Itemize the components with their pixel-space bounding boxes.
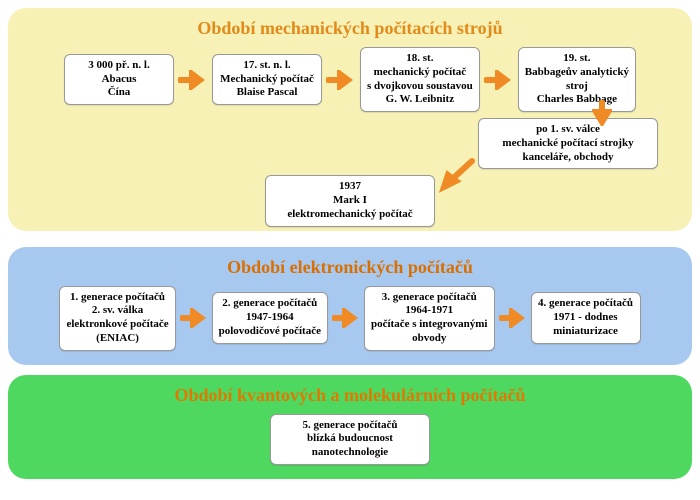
era-electronic-title: Období elektronických počítačů [22,257,678,278]
arrow-right-icon [178,70,208,90]
node-babbage: 19. st.Babbageův analytickýstrojCharles … [518,47,636,112]
node-gen4: 4. generace počítačů1971 - dodnesminiatu… [531,292,641,343]
era-electronic: Období elektronických počítačů 1. genera… [8,247,692,365]
era3-row: 5. generace počítačůblízká budoucnostnan… [22,414,678,465]
era2-row: 1. generace počítačů2. sv. válkaelektron… [22,286,678,351]
arrow-right-icon [484,70,514,90]
node-leibnitz: 18. st.mechanický počítačs dvojkovou sou… [360,47,480,112]
node-mark1: 1937Mark Ielektromechanický počítač [265,175,435,226]
era-mechanical-title: Období mechanických počítacích strojů [22,18,678,39]
arrow-right-icon [326,70,356,90]
node-gen2: 2. generace počítačů1947-1964polovodičov… [212,292,328,343]
node-gen1: 1. generace počítačů2. sv. válkaelektron… [59,286,175,351]
era-quantum-title: Období kvantových a molekulárních počíta… [22,385,678,406]
arrow-right-icon [332,308,360,328]
node-postwar: po 1. sv. válcemechanické počítací stroj… [478,118,658,169]
era1-row2: po 1. sv. válcemechanické počítací stroj… [22,118,678,169]
arrow-right-icon [499,308,527,328]
era-quantum: Období kvantových a molekulárních počíta… [8,375,692,479]
arrow-down-icon [592,100,612,126]
node-gen5: 5. generace počítačůblízká budoucnostnan… [270,414,430,465]
node-pascal: 17. st. n. l.Mechanický počítačBlaise Pa… [212,54,322,105]
node-abacus: 3 000 př. n. l.AbacusČína [64,54,174,105]
arrow-diag-icon [438,157,478,193]
node-gen3: 3. generace počítačů1964-1971počítače s … [364,286,495,351]
era1-row: 3 000 př. n. l.AbacusČína 17. st. n. l.M… [22,47,678,112]
era1-row3: 1937Mark Ielektromechanický počítač [22,165,678,216]
arrow-right-icon [180,308,208,328]
era-mechanical: Období mechanických počítacích strojů 3 … [8,8,692,231]
